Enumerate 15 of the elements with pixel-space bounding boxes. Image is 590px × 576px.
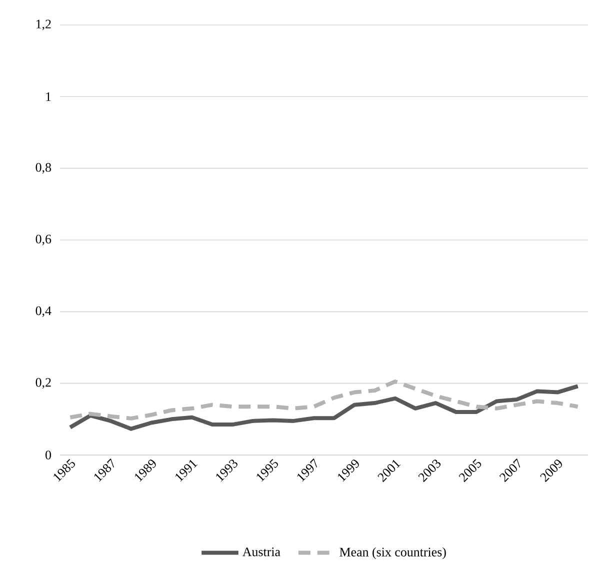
x-tick-label: 1991 <box>176 460 198 482</box>
y-tick-label: 0 <box>46 450 52 460</box>
line-series <box>68 384 580 431</box>
x-tick-label: 1993 <box>216 460 238 482</box>
legend-label: Austria <box>242 548 280 556</box>
y-tick-label: 0,6 <box>36 234 52 246</box>
y-tick-label: 0,2 <box>36 378 51 389</box>
x-tick-label: 2001 <box>378 460 401 482</box>
y-tick-label: 1,2 <box>36 20 51 30</box>
x-tick-label: 1999 <box>338 460 359 482</box>
legend-label: Mean (six countries) <box>340 547 446 560</box>
y-tick-label: 0,4 <box>36 306 52 317</box>
y-tick-label: 1 <box>46 92 51 101</box>
x-tick-label: 1989 <box>134 460 156 482</box>
y-tick-label: 0,8 <box>36 163 52 174</box>
